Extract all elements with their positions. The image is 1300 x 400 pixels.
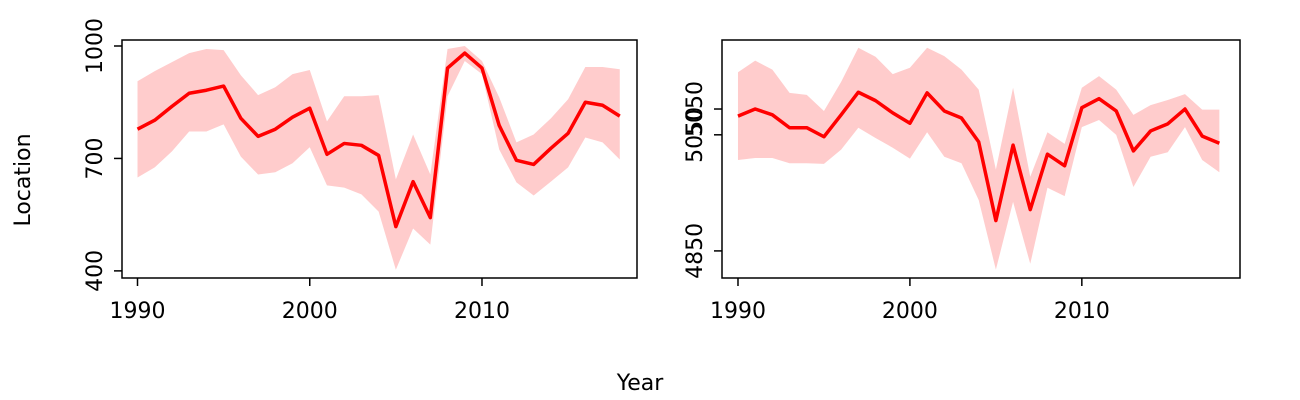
x-tick-label: 2010: [1054, 299, 1110, 324]
confidence-band: [737, 47, 1220, 270]
plot-frame: [721, 39, 1241, 279]
series-line: [737, 90, 1221, 223]
x-axis-label: Year: [616, 371, 665, 396]
x-tick-label: 2000: [282, 299, 338, 324]
x-tick-label: 1990: [710, 299, 766, 324]
y-tick-label: 400: [83, 250, 108, 292]
y-tick-label: 5050: [683, 107, 708, 163]
plot-frame: [121, 39, 638, 279]
y-tick-label: 1000: [83, 18, 108, 74]
x-tick-label: 2010: [454, 299, 510, 324]
y-tick-label: 4850: [683, 223, 708, 279]
series-line: [136, 51, 621, 229]
x-tick-label: 2000: [882, 299, 938, 324]
y-tick-label: 5050: [683, 81, 708, 137]
x-tick-label: 1990: [110, 299, 166, 324]
y-axis-label: Location: [11, 133, 36, 226]
y-tick-label: 700: [83, 137, 108, 179]
